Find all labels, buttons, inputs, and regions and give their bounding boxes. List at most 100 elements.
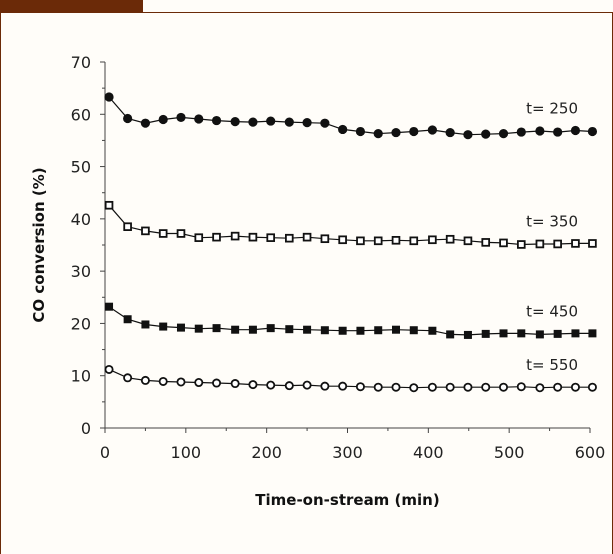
data-point xyxy=(481,129,491,139)
data-point xyxy=(338,124,348,135)
data-point xyxy=(588,239,597,248)
data-point xyxy=(266,380,276,390)
data-point xyxy=(230,379,240,389)
data-point xyxy=(571,329,580,338)
data-point xyxy=(176,377,186,387)
y-tick-label: 20 xyxy=(71,314,91,333)
data-point xyxy=(463,330,472,339)
data-point xyxy=(463,130,473,140)
data-point xyxy=(517,329,526,338)
data-point xyxy=(158,376,168,386)
data-point xyxy=(409,126,419,137)
x-tick-label: 600 xyxy=(575,443,606,462)
data-point xyxy=(498,129,509,139)
data-point xyxy=(320,326,329,335)
data-point xyxy=(445,382,455,392)
data-point xyxy=(320,118,330,128)
data-point xyxy=(553,329,562,338)
data-point xyxy=(303,325,312,334)
data-point xyxy=(373,382,383,392)
data-point xyxy=(159,322,168,331)
series-line xyxy=(108,204,593,246)
data-point xyxy=(302,232,312,242)
data-point xyxy=(535,383,545,393)
data-point xyxy=(373,236,383,246)
data-point xyxy=(588,329,597,338)
data-point xyxy=(392,325,400,334)
data-point xyxy=(212,232,221,242)
data-point xyxy=(194,233,204,242)
data-point xyxy=(176,229,186,238)
data-point xyxy=(302,380,312,390)
data-point xyxy=(212,324,221,333)
data-point xyxy=(481,382,491,392)
data-point xyxy=(499,329,508,338)
data-point xyxy=(266,233,276,242)
chart-series-labels: t= 250 t= 350 t= 450 t= 550 xyxy=(526,100,578,375)
data-point xyxy=(320,234,330,244)
data-point xyxy=(570,382,580,392)
data-point xyxy=(535,239,545,249)
data-point xyxy=(248,232,258,242)
y-tick-label: 50 xyxy=(71,158,91,177)
data-point xyxy=(535,330,544,339)
data-point xyxy=(356,326,365,335)
data-point xyxy=(499,382,509,392)
data-point xyxy=(123,373,133,383)
data-point xyxy=(231,325,240,334)
x-tick-label: 200 xyxy=(251,443,282,462)
series-t-550 xyxy=(104,364,597,393)
chart-ticks: 0 10 20 30 40 50 60 70 0 100 200 300 400 500 600 xyxy=(71,53,606,462)
data-point xyxy=(284,117,294,127)
data-point xyxy=(248,380,258,390)
data-point xyxy=(338,235,347,245)
data-point xyxy=(123,222,132,232)
y-tick-label: 10 xyxy=(71,367,91,386)
data-point xyxy=(428,235,437,245)
chart-series-layer xyxy=(104,92,598,393)
data-point xyxy=(140,375,150,385)
data-point xyxy=(230,231,240,241)
data-point xyxy=(176,323,185,332)
data-point xyxy=(176,112,186,123)
series-t-250 xyxy=(104,92,598,140)
data-point xyxy=(553,127,563,137)
y-tick-label: 0 xyxy=(81,419,91,438)
data-point xyxy=(571,239,580,248)
series-t-450 xyxy=(105,302,597,339)
data-point xyxy=(123,113,133,124)
data-point xyxy=(553,239,562,249)
data-point xyxy=(266,116,276,126)
data-point xyxy=(320,381,330,391)
data-point xyxy=(212,378,222,388)
data-point xyxy=(194,378,204,388)
series-line xyxy=(108,368,593,389)
data-point xyxy=(516,127,526,137)
data-point xyxy=(391,382,401,392)
data-point xyxy=(516,382,526,392)
series-label: t= 450 xyxy=(526,302,578,320)
data-point xyxy=(211,115,222,126)
data-point xyxy=(409,383,419,393)
data-point xyxy=(535,126,545,136)
series-label: t= 550 xyxy=(526,356,578,374)
data-point xyxy=(104,364,114,374)
data-point xyxy=(587,382,597,392)
data-point xyxy=(194,114,204,124)
data-point xyxy=(374,326,383,335)
series-line xyxy=(108,96,593,136)
series-t-350 xyxy=(104,200,597,249)
data-point xyxy=(409,326,418,335)
data-point xyxy=(587,126,598,137)
data-point xyxy=(427,382,437,392)
data-point xyxy=(356,236,365,246)
data-point xyxy=(302,118,312,128)
x-tick-label: 500 xyxy=(494,443,525,462)
data-point xyxy=(104,200,114,210)
data-point xyxy=(248,325,257,334)
data-point xyxy=(409,236,419,246)
data-point xyxy=(445,234,455,244)
data-point xyxy=(391,235,401,245)
data-point xyxy=(445,127,455,138)
data-point xyxy=(158,229,168,238)
